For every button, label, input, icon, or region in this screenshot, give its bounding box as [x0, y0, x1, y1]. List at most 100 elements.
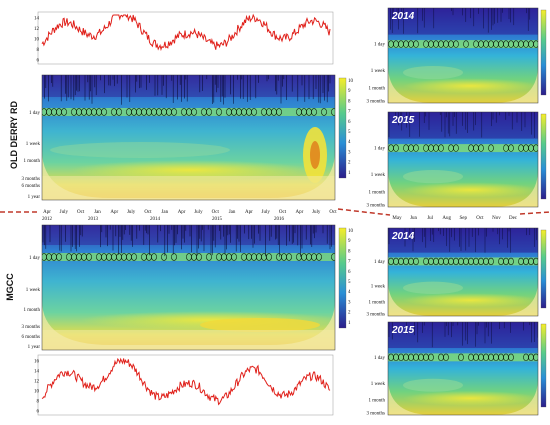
month-tick: Jan	[229, 210, 236, 215]
colorbar-tick: 1	[348, 321, 351, 326]
month-tick-right: Dec	[509, 216, 518, 221]
colorbar-tick: 10	[348, 79, 354, 84]
colorbar-tick: 10	[348, 229, 354, 234]
ts-ytick: 10	[34, 390, 40, 395]
ts-ytick: 8	[37, 48, 40, 53]
period-tick: 1 month	[368, 86, 385, 91]
period-tick: 3 months	[367, 100, 386, 105]
colorbar-tick: 1	[348, 171, 351, 176]
ts-bottom-line	[41, 357, 331, 406]
ts-ytick: 10	[34, 38, 40, 43]
period-tick: 1 week	[371, 285, 386, 290]
colorbar-tick: 3	[348, 300, 351, 305]
colorbar-small	[540, 229, 547, 309]
colorbar-tick: 8	[348, 99, 351, 104]
colorbar-tick: 7	[348, 260, 351, 265]
month-axis-right: May Jun Jul Aug Sep Oct Nov Dec	[392, 216, 517, 221]
month-tick: Jan	[161, 210, 168, 215]
month-tick-right: Nov	[492, 216, 501, 221]
ts-bottom-panel: 16 14 12 10 8 6	[34, 354, 334, 416]
month-tick: July	[60, 210, 69, 215]
month-tick: Jan	[94, 210, 101, 215]
colorbar-tick: 9	[348, 89, 351, 94]
month-tick: July	[127, 210, 136, 215]
colorbar-tick: 3	[348, 150, 351, 155]
month-tick-right: Oct	[476, 216, 484, 221]
site-title-bottom: MGCC	[5, 273, 15, 301]
wavelet-panel-tr1: 2014 1 day 1 week 1 month 3 months	[367, 7, 547, 105]
ts-ytick: 6	[37, 410, 40, 415]
period-tick: 1 week	[371, 69, 386, 74]
month-tick: Oct	[279, 210, 287, 215]
ts-ytick: 8	[37, 400, 40, 405]
wavelet-panel-br1: 2014 1 day 1 week 1 month 3 months	[367, 227, 547, 318]
period-tick: 3 months	[367, 412, 386, 417]
ts-ytick: 6	[37, 59, 40, 64]
time-axis: Apr July Oct Jan Apr July Oct Jan Apr July Oct Jan A…	[42, 210, 337, 222]
colorbar-bottom	[338, 227, 347, 329]
year-tick: 2012	[42, 217, 53, 222]
period-tick: 3 months	[22, 177, 41, 182]
month-tick: Apr	[110, 210, 118, 215]
period-tick: 1 week	[26, 288, 41, 293]
divider-mid	[337, 208, 391, 216]
period-tick: 1 day	[374, 147, 385, 152]
wavelet-panel-tr2: 2015 1 day 1 week 1 month 3 months	[367, 111, 547, 209]
ts-ytick: 14	[34, 370, 40, 375]
period-tick: 1 week	[26, 142, 41, 147]
month-tick: Apr	[245, 210, 253, 215]
wavelet-panel-br2: 2015 1 day 1 week 1 month 3 months	[367, 321, 547, 417]
colorbar-tick: 6	[348, 270, 351, 275]
year-tick: 2016	[274, 217, 285, 222]
colorbar-tick: 8	[348, 249, 351, 254]
year-tick: 2014	[150, 217, 161, 222]
month-tick: July	[262, 210, 271, 215]
period-tick: 1 day	[374, 260, 385, 265]
colorbar-tick: 4	[348, 290, 351, 295]
colorbar-small	[540, 9, 547, 96]
colorbar-tick: 7	[348, 110, 351, 115]
colorbar-tick: 2	[348, 161, 351, 166]
period-tick: 1 month	[368, 300, 385, 305]
period-tick: 1 month	[368, 399, 385, 404]
ts-top-line	[41, 13, 331, 52]
month-tick-right: Aug	[442, 216, 451, 221]
period-tick: 3 months	[367, 204, 386, 209]
month-tick: Apr	[43, 210, 51, 215]
month-tick-right: Jun	[410, 216, 417, 221]
ts-top-panel: 14 12 10 8 6	[34, 11, 334, 65]
colorbar-tick: 6	[348, 120, 351, 125]
ts-ytick: 14	[34, 17, 40, 22]
ts-ytick: 12	[34, 380, 40, 385]
year-label: 2015	[391, 325, 415, 336]
wavelet-old-derry: 1 day 1 week 1 month 3 months 6 months 1 year…	[22, 74, 354, 201]
period-tick: 6 months	[22, 335, 41, 340]
month-tick-right: Jul	[427, 216, 433, 221]
month-tick: July	[194, 210, 203, 215]
period-tick: 1 month	[368, 190, 385, 195]
year-label: 2014	[391, 231, 415, 242]
period-tick: 1 week	[371, 173, 386, 178]
site-title-top: OLD DERRY RD	[9, 101, 19, 170]
month-tick-right: May	[392, 216, 402, 221]
month-tick: July	[312, 210, 321, 215]
period-tick: 1 month	[23, 159, 40, 164]
month-tick: Apr	[295, 210, 303, 215]
colorbar-tick: 9	[348, 239, 351, 244]
period-tick: 3 months	[22, 325, 41, 330]
divider-right	[519, 211, 550, 215]
month-tick: Oct	[329, 210, 337, 215]
period-tick: 1 day	[374, 356, 385, 361]
month-tick-right: Sep	[460, 216, 468, 221]
period-tick: 3 months	[367, 313, 386, 318]
ts-ytick: 16	[34, 360, 40, 365]
period-tick: 1 day	[29, 256, 40, 261]
month-tick: Apr	[178, 210, 186, 215]
period-tick: 1 week	[371, 382, 386, 387]
colorbar-small	[540, 323, 547, 408]
colorbar-small	[540, 113, 547, 200]
period-tick: 1 year	[28, 345, 41, 350]
ts-ytick: 12	[34, 27, 40, 32]
period-tick: 1 year	[28, 195, 41, 200]
